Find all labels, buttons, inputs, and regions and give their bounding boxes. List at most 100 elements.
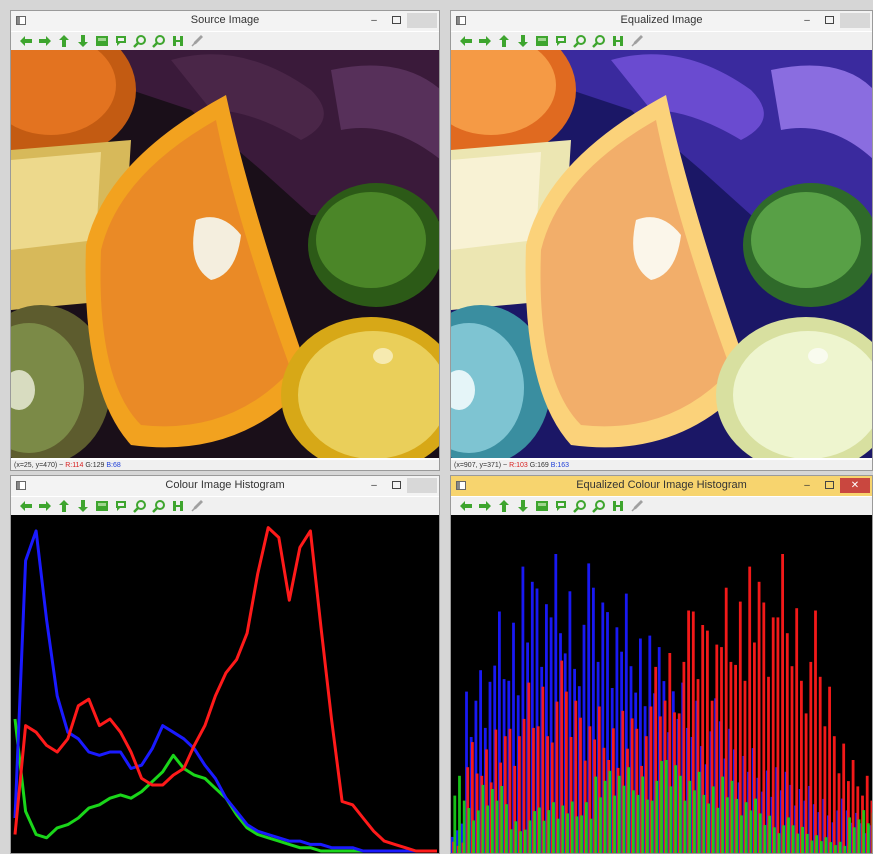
close-button[interactable]: ✕ [840, 478, 870, 493]
red-histogram-bar [565, 691, 568, 853]
source-titlebar[interactable]: Source Image – [11, 11, 439, 31]
arrow-down-icon[interactable] [516, 499, 530, 513]
arrow-left-icon[interactable] [19, 499, 33, 513]
arrow-down-icon[interactable] [516, 34, 530, 48]
arrow-right-icon[interactable] [38, 499, 52, 513]
flag-icon[interactable] [114, 34, 128, 48]
equalized-histogram-window: Equalized Colour Image Histogram – ✕ [450, 475, 873, 854]
arrow-right-icon[interactable] [478, 34, 492, 48]
green-histogram-bar [726, 797, 729, 853]
green-histogram-bar [674, 765, 678, 853]
equalized-titlebar[interactable]: Equalized Image – [451, 11, 872, 31]
equalized-image-window: Equalized Image – [450, 10, 873, 471]
arrow-right-icon[interactable] [478, 499, 492, 513]
blue-histogram-bar [488, 681, 492, 853]
window-menu-icon[interactable] [456, 481, 466, 490]
green-histogram-bar [693, 790, 696, 853]
window-menu-icon[interactable] [16, 16, 26, 25]
maximize-button[interactable] [387, 478, 405, 493]
arrow-down-icon[interactable] [76, 499, 90, 513]
properties-icon[interactable] [190, 499, 204, 513]
red-histogram-bar [870, 800, 872, 853]
window-menu-icon[interactable] [456, 16, 466, 25]
maximize-button[interactable] [387, 13, 405, 28]
blue-histogram-bar [582, 624, 586, 853]
red-histogram-bar [729, 661, 733, 853]
properties-icon[interactable] [630, 499, 644, 513]
green-histogram-bar [810, 840, 814, 853]
equalized-status-bar: (x=907, y=371) ~ R:103 G:169 B:163 [451, 460, 872, 470]
red-histogram-bar [809, 661, 813, 853]
window-menu-icon[interactable] [16, 481, 26, 490]
green-histogram-bar [622, 785, 626, 853]
properties-icon[interactable] [630, 34, 644, 48]
zoom-in-icon[interactable] [573, 499, 587, 513]
maximize-button[interactable] [820, 13, 838, 28]
save-icon[interactable] [535, 499, 549, 513]
red-histogram-bar [865, 775, 869, 853]
zoom-out-icon[interactable] [152, 499, 166, 513]
maximize-button[interactable] [820, 478, 838, 493]
arrow-left-icon[interactable] [459, 499, 473, 513]
flag-icon[interactable] [554, 499, 568, 513]
zoom-in-icon[interactable] [573, 34, 587, 48]
green-histogram-bar [787, 817, 790, 853]
arrow-up-icon[interactable] [57, 34, 71, 48]
arrow-down-icon[interactable] [76, 34, 90, 48]
green-histogram-bar [627, 767, 631, 853]
zoom-in-icon[interactable] [133, 499, 147, 513]
minimize-button[interactable]: – [371, 480, 377, 491]
minimize-button[interactable]: – [804, 480, 810, 491]
save-icon[interactable] [535, 34, 549, 48]
source-image-view[interactable] [11, 50, 439, 458]
save-as-icon[interactable] [171, 499, 185, 513]
zoom-out-icon[interactable] [592, 499, 606, 513]
red-histogram-bar [550, 742, 554, 853]
red-histogram-bar [743, 680, 747, 853]
red-histogram-line [13, 526, 437, 853]
minimize-button[interactable]: – [804, 15, 810, 26]
save-icon[interactable] [95, 499, 109, 513]
red-histogram-bar [536, 726, 540, 853]
red-histogram-bar [579, 717, 582, 853]
arrow-up-icon[interactable] [497, 34, 511, 48]
green-histogram-bar [467, 808, 471, 853]
green-histogram-bar [500, 786, 504, 853]
close-button[interactable] [407, 13, 437, 28]
green-histogram-bar [589, 818, 593, 853]
save-as-icon[interactable] [171, 34, 185, 48]
green-histogram-bar [843, 845, 847, 853]
zoom-out-icon[interactable] [152, 34, 166, 48]
minimize-button[interactable]: – [371, 15, 377, 26]
hist-titlebar[interactable]: Colour Image Histogram – [11, 476, 439, 496]
green-histogram-bar [782, 825, 786, 853]
properties-icon[interactable] [190, 34, 204, 48]
green-histogram-bar [547, 810, 551, 853]
eqhist-titlebar[interactable]: Equalized Colour Image Histogram – ✕ [451, 476, 872, 496]
red-histogram-bar [494, 729, 498, 853]
green-histogram-bar [491, 789, 494, 853]
red-histogram-bar [800, 680, 803, 853]
arrow-up-icon[interactable] [57, 499, 71, 513]
red-histogram-bar [668, 653, 672, 853]
zoom-in-icon[interactable] [133, 34, 147, 48]
eqhist-window-title: Equalized Colour Image Histogram [576, 479, 747, 491]
blue-histogram-bar [549, 617, 553, 853]
red-histogram-bar [682, 661, 686, 853]
save-as-icon[interactable] [611, 499, 625, 513]
arrow-left-icon[interactable] [459, 34, 473, 48]
colour-histogram-window: Colour Image Histogram – [10, 475, 440, 854]
flag-icon[interactable] [554, 34, 568, 48]
flag-icon[interactable] [114, 499, 128, 513]
blue-histogram-bar [521, 566, 525, 853]
save-as-icon[interactable] [611, 34, 625, 48]
close-button[interactable] [840, 13, 870, 28]
save-icon[interactable] [95, 34, 109, 48]
zoom-out-icon[interactable] [592, 34, 606, 48]
arrow-right-icon[interactable] [38, 34, 52, 48]
close-button[interactable] [407, 478, 437, 493]
equalized-image-view[interactable] [451, 50, 872, 458]
red-histogram-bar [776, 617, 780, 853]
arrow-up-icon[interactable] [497, 499, 511, 513]
arrow-left-icon[interactable] [19, 34, 33, 48]
